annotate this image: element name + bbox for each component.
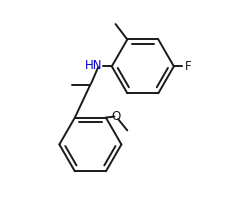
Text: O: O bbox=[110, 110, 120, 123]
Text: F: F bbox=[184, 60, 191, 73]
Text: HN: HN bbox=[85, 59, 102, 72]
